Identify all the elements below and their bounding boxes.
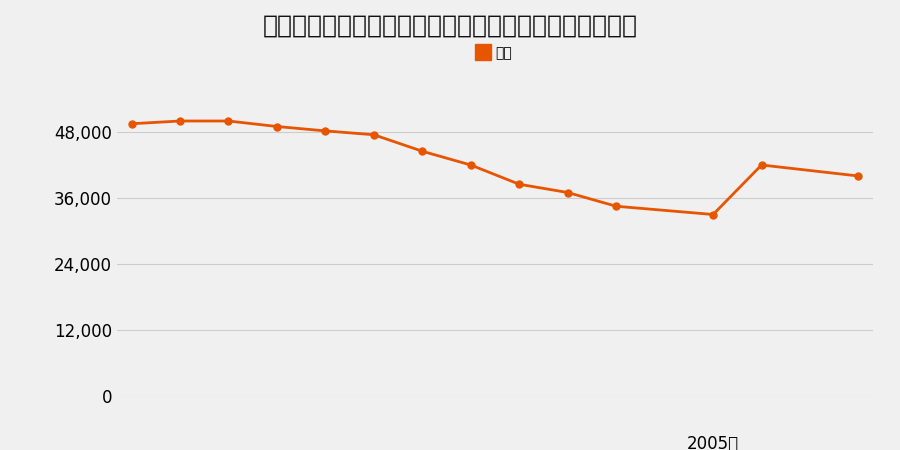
Text: 宮城県宮城郡利府町春日字勝負沢４３番７４の地価推移: 宮城県宮城郡利府町春日字勝負沢４３番７４の地価推移 bbox=[263, 14, 637, 37]
Legend: 価格: 価格 bbox=[472, 40, 518, 66]
Text: 2005年: 2005年 bbox=[687, 435, 739, 450]
